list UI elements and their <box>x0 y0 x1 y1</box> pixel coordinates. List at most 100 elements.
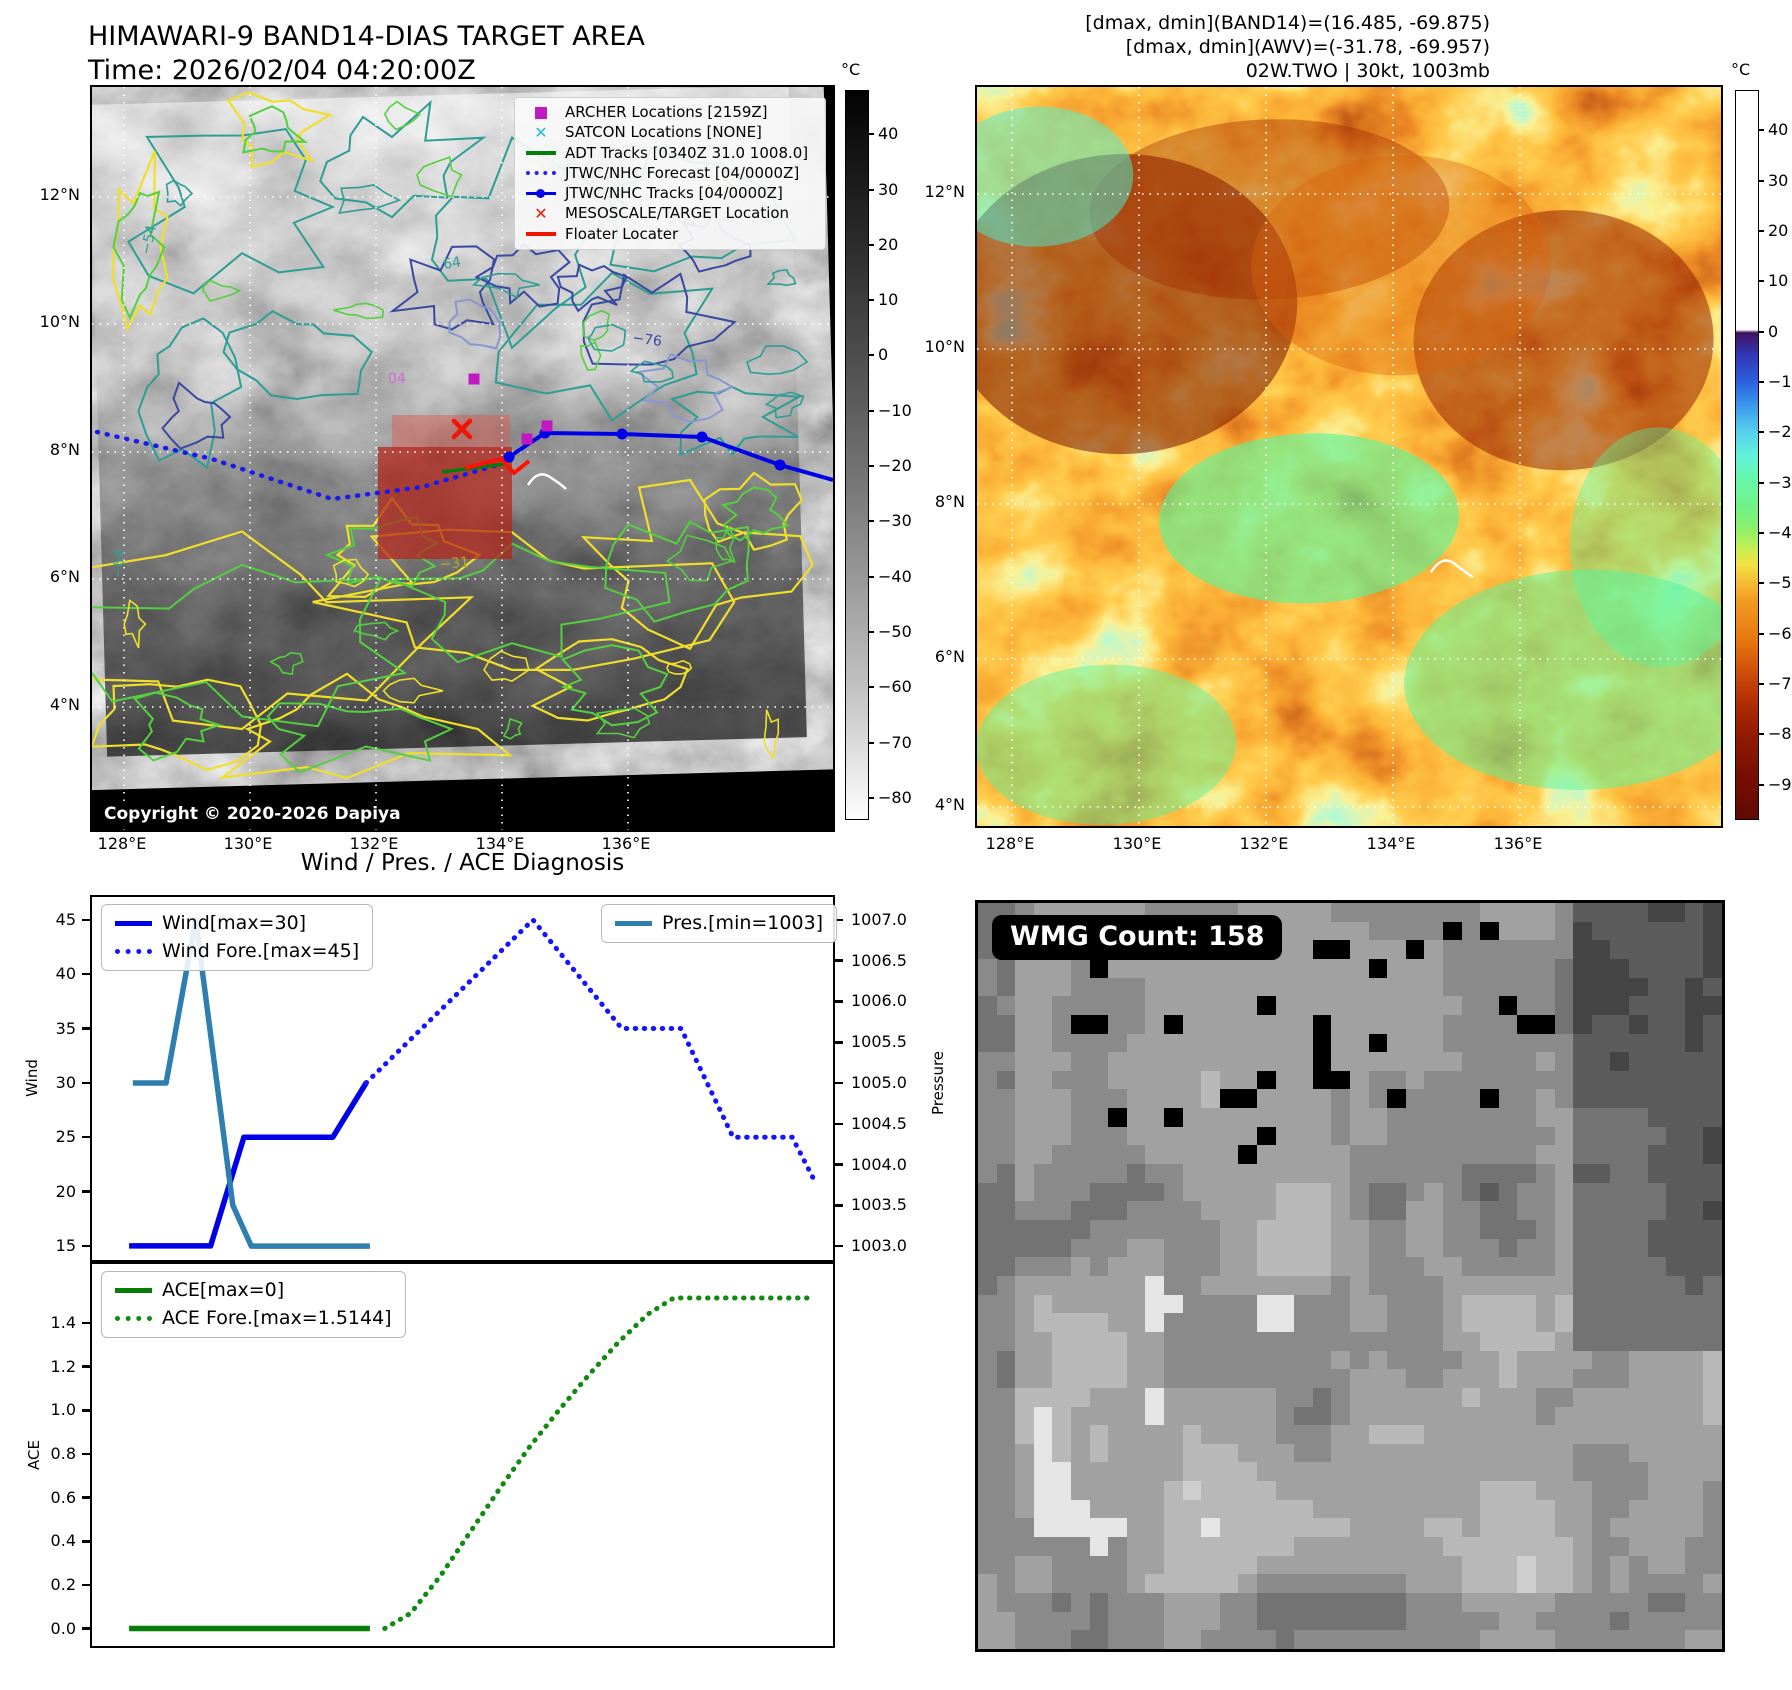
page-title: HIMAWARI-9 BAND14-DIAS TARGET AREA <box>88 21 645 52</box>
legend-swatch-x: ✕ <box>534 203 548 223</box>
colorbar-awv <box>1735 90 1759 820</box>
colorbar-tick-label: 40 <box>1768 120 1789 140</box>
map-legend-item: JTWC/NHC Forecast [04/0000Z] <box>523 164 817 182</box>
y2-axis-tick <box>835 1081 843 1085</box>
map-legend-label: ADT Tracks [0340Z 31.0 1008.0] <box>565 143 809 162</box>
colorbar-tick <box>869 299 874 302</box>
y-axis-tick <box>82 1365 90 1368</box>
legend-swatch-line-dot <box>526 188 556 198</box>
colorbar-tick <box>869 409 874 412</box>
lat-tick-label: 8°N <box>49 440 80 459</box>
series-wind-fore-max-45- <box>363 917 817 1184</box>
colorbar-tick <box>1759 733 1764 736</box>
y2-axis-tick <box>835 1163 843 1166</box>
contour-value-label: −54 <box>138 224 160 256</box>
map-legend-item: ADT Tracks [0340Z 31.0 1008.0] <box>523 143 817 162</box>
colorbar-tick-label: −30 <box>1768 472 1792 492</box>
y-axis-tick <box>82 1244 90 1248</box>
y-axis-tick-label: 0.6 <box>50 1487 76 1507</box>
y-axis-tick <box>82 1627 90 1630</box>
legend-item-label: Wind Fore.[max=45] <box>162 939 360 962</box>
map-legend-label: SATCON Locations [NONE] <box>565 123 762 142</box>
legend-item-label: ACE[max=0] <box>162 1279 285 1301</box>
y2-axis-tick-label: 1007.0 <box>851 909 907 929</box>
lon-tick-label: 130°E <box>223 834 273 853</box>
legend-item: ACE Fore.[max=1.5144] <box>115 1307 392 1329</box>
map-legend-marker <box>523 188 559 198</box>
y-axis-tick-label: 40 <box>55 964 76 984</box>
map-legend-marker <box>523 232 559 236</box>
copyright-label: Copyright © 2020-2026 Dapiya <box>95 802 410 828</box>
legend-swatch-solid <box>115 1287 152 1293</box>
map-legend-marker: ✕ <box>523 203 559 223</box>
map-legend-label: ARCHER Locations [2159Z] <box>565 103 768 121</box>
legend-item: ACE[max=0] <box>115 1280 392 1301</box>
contour-value-label: −64 <box>110 548 129 579</box>
colorbar-tick <box>1759 431 1764 434</box>
ace-axis-label: ACE <box>25 1440 43 1470</box>
lat-tick-label: 12°N <box>39 185 80 204</box>
map-legend: ARCHER Locations [2159Z] ✕ SATCON Location… <box>514 97 826 250</box>
wind-legend: Wind[max=30] Wind Fore.[max=45] <box>101 904 374 971</box>
contour-value-labels: −54 64 −76 −64 −31 04 <box>110 224 663 580</box>
contour-value-label: −31 <box>439 554 470 573</box>
colorbar-tick-label: −60 <box>1768 623 1792 643</box>
storm-tracks <box>94 373 833 502</box>
archer-location-marker <box>468 373 480 385</box>
colorbar-tick <box>869 630 874 633</box>
colorbar-tick-label: −20 <box>878 456 912 476</box>
colorbar-tick <box>1759 481 1764 484</box>
colorbar-tick <box>869 188 874 191</box>
y2-axis-tick-label: 1003.0 <box>851 1236 907 1256</box>
lon-tick-label: 134°E <box>475 834 525 853</box>
colorbar-tick-label: −30 <box>878 511 912 531</box>
colorbar-tick-label: −70 <box>878 732 912 752</box>
colorbar-tick <box>869 465 874 468</box>
y-axis-tick-label: 30 <box>55 1072 76 1092</box>
timestamp: Time: 2026/02/04 04:20:00Z <box>88 54 476 86</box>
colorbar-tick <box>869 575 874 578</box>
y-axis-tick <box>82 1135 90 1139</box>
colorbar-tick-label: −80 <box>1768 724 1792 744</box>
y-axis-tick <box>82 918 90 922</box>
wmg-pixel-image <box>978 903 1722 1649</box>
legend-swatch-solid <box>526 232 556 236</box>
legend-swatch-x: ✕ <box>534 122 548 142</box>
map-legend-label: MESOSCALE/TARGET Location <box>565 204 790 223</box>
colorbar-tick <box>1759 582 1764 585</box>
colorbar-band14-gradient <box>846 91 868 819</box>
colorbar-tick <box>1759 330 1764 333</box>
legend-swatch-dotted <box>115 948 152 954</box>
pressure-legend: Pres.[min=1003] <box>601 904 838 943</box>
y-axis-tick-label: 0.8 <box>50 1443 76 1463</box>
y2-axis-tick <box>835 959 843 962</box>
y2-axis-tick-label: 1004.5 <box>851 1113 907 1133</box>
y2-axis-tick-label: 1006.0 <box>851 991 907 1011</box>
y-axis-tick <box>82 1190 90 1193</box>
map-legend-marker: ✕ <box>523 122 559 142</box>
temperature-contours <box>92 91 814 780</box>
y-axis-tick-label: 35 <box>55 1018 76 1038</box>
colorbar-tick-label: −10 <box>1768 372 1792 391</box>
colorbar-tick-label: 0 <box>878 345 889 365</box>
legend-swatch-square <box>535 106 547 119</box>
colorbar-tick-label: −40 <box>1768 523 1792 543</box>
legend-swatch-solid <box>115 920 152 926</box>
map-legend-label: Floater Locater <box>565 224 679 243</box>
y-axis-tick-label: 15 <box>55 1235 76 1255</box>
lat-tick-label: 6°N <box>934 647 965 666</box>
map-legend-item: JTWC/NHC Tracks [04/0000Z] <box>523 184 817 202</box>
legend-item: Wind[max=30] <box>115 913 359 934</box>
mesoscale-target-area <box>378 415 512 559</box>
awv-cloud-field <box>977 87 1721 825</box>
colorbar-tick-label: 10 <box>878 290 899 310</box>
y-axis-tick-label: 1.0 <box>50 1400 76 1420</box>
y-axis-tick-label: 0.0 <box>50 1618 76 1638</box>
colorbar-tick <box>869 354 874 357</box>
ace-plot-area <box>129 1295 817 1632</box>
y2-axis-tick <box>835 918 843 922</box>
lat-tick-label: 4°N <box>934 795 965 814</box>
y-axis-tick-label: 25 <box>55 1127 76 1147</box>
y-axis-tick <box>82 1321 90 1325</box>
colorbar-tick-label: 0 <box>1768 321 1779 341</box>
